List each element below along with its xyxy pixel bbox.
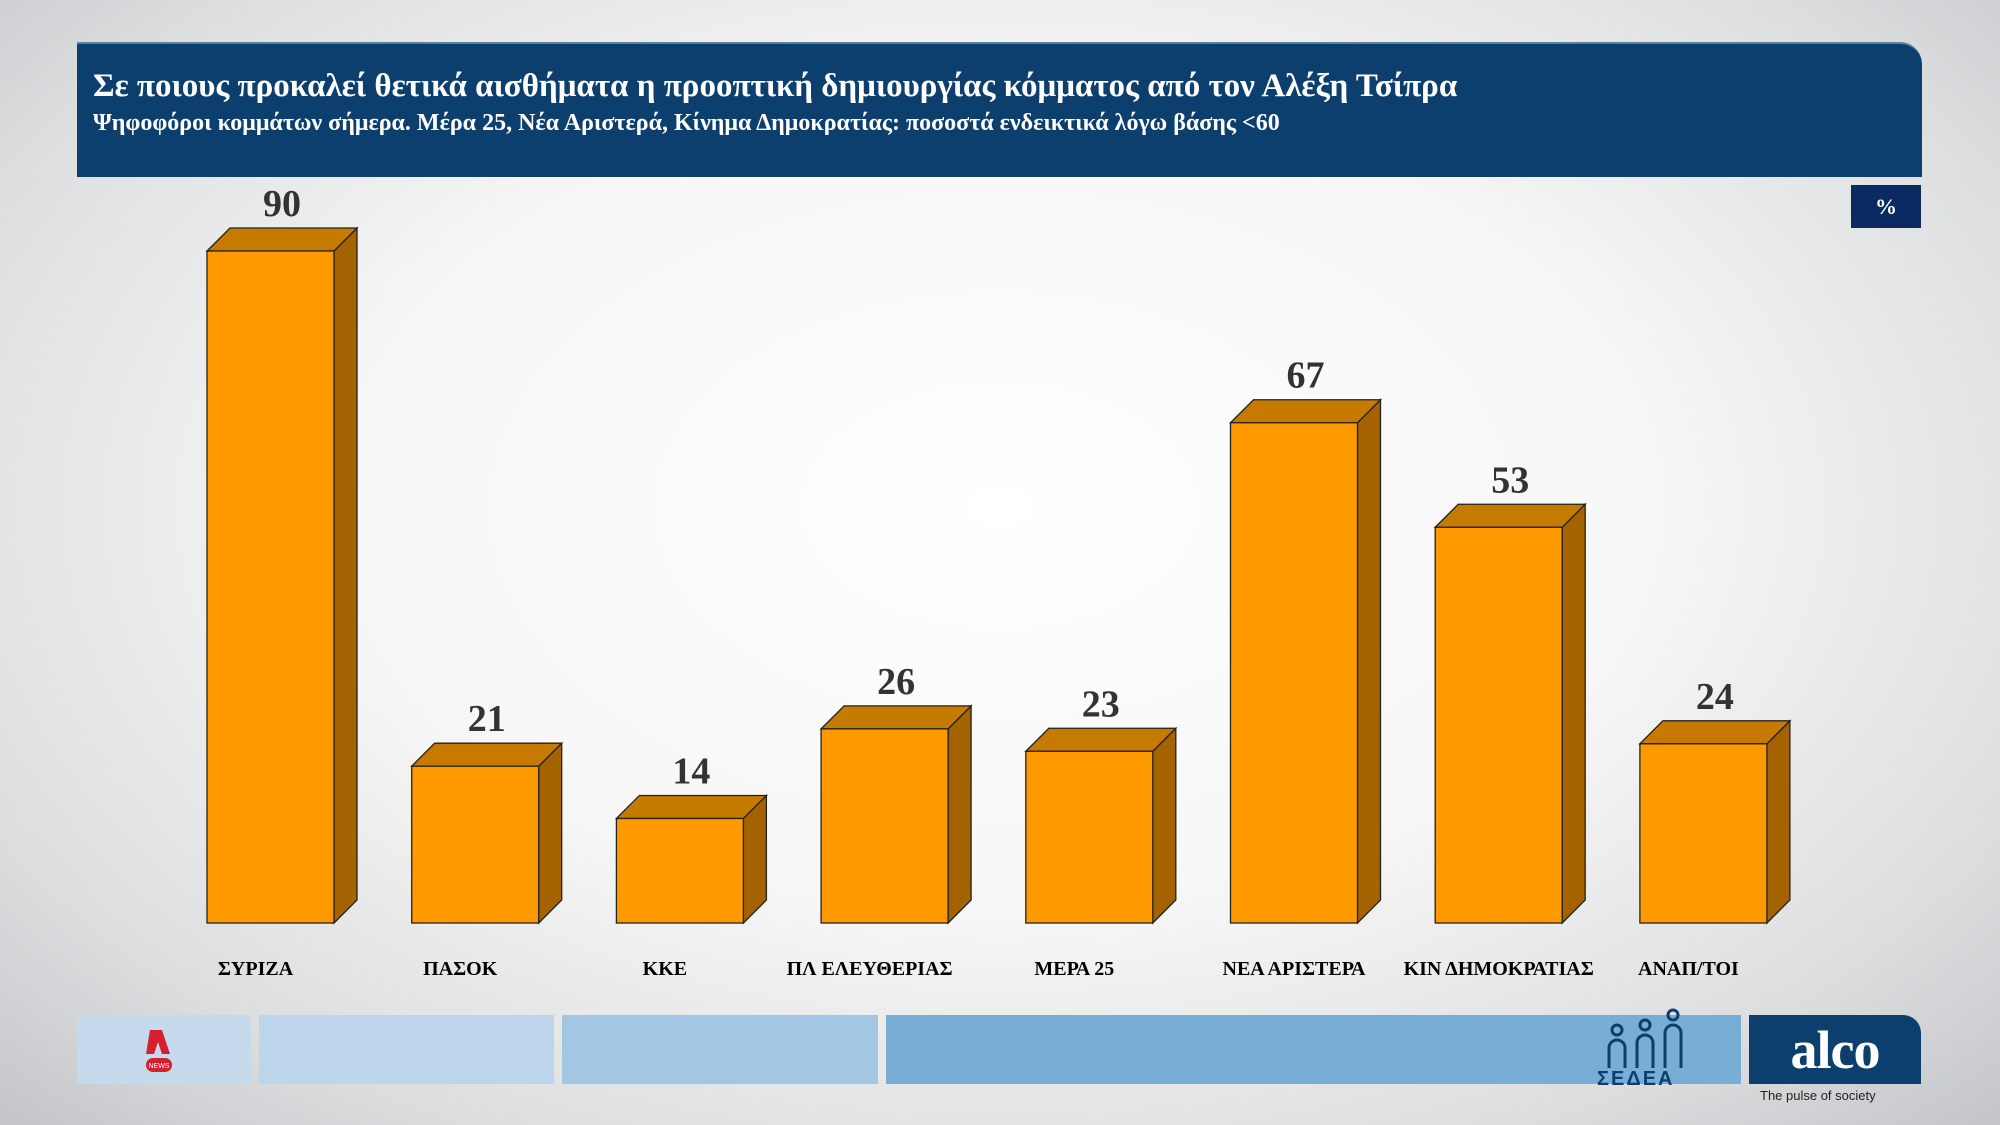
bar-top (1228, 399, 1383, 424)
bar-5 (1229, 422, 1359, 924)
chart-header: Σε ποιους προκαλεί θετικά αισθήματα η πρ… (77, 42, 1922, 177)
category-label: ΠΑΣΟΚ (423, 958, 498, 980)
bar-top (819, 705, 973, 730)
bar-side (947, 704, 972, 925)
data-label: 21 (468, 698, 506, 740)
bar-side (333, 226, 358, 925)
category-label: ΑΝΑΠ/ΤΟΙ (1638, 958, 1739, 980)
alpha-news-logo-icon: NEWS (146, 1030, 172, 1072)
bar-top (410, 742, 564, 767)
category-label: ΣΥΡΙΖΑ (218, 958, 294, 980)
data-label: 23 (1082, 683, 1120, 725)
data-label: 26 (877, 661, 915, 703)
bar-4 (1025, 750, 1154, 924)
alco-tagline: The pulse of society (1760, 1088, 1876, 1103)
chart-subtitle: Ψηφοφόροι κομμάτων σήμερα. Μέρα 25, Νέα … (93, 110, 1280, 136)
category-label: ΜΕΡΑ 25 (1034, 958, 1114, 980)
bar-top (614, 794, 768, 820)
bar-side (1561, 502, 1586, 925)
bar-side (1766, 719, 1791, 925)
bar-0 (206, 250, 335, 924)
bar-7 (1639, 743, 1768, 924)
category-label: ΝΕΑ ΑΡΙΣΤΕΡΑ (1223, 958, 1366, 980)
sedea-label: ΣΕΔΕΑ (1597, 1068, 1675, 1090)
bar-3 (820, 728, 949, 924)
bar-top (1024, 727, 1178, 752)
data-label: 90 (263, 183, 301, 225)
data-label: 53 (1491, 459, 1529, 501)
footer-band-3 (562, 1015, 878, 1084)
sedea-logo-icon (1607, 1008, 1683, 1068)
bar-chart: 90 ΣΥΡΙΖΑ 21 ΠΑΣΟΚ 14 ΚΚΕ 26 ΠΛ ΕΛΕΥΘΕΡΙΑΣ 23 ΜΕΡ… (205, 183, 1792, 980)
bar-top (1433, 503, 1587, 528)
bar-1 (411, 765, 540, 924)
svg-text:NEWS: NEWS (149, 1063, 170, 1070)
unit-badge: % (1851, 185, 1921, 228)
bar-side (1152, 726, 1177, 925)
chart-title: Σε ποιους προκαλεί θετικά αισθήματα η πρ… (93, 68, 1458, 104)
data-label: 24 (1696, 676, 1734, 718)
data-label: 67 (1287, 355, 1325, 397)
bar-side (1356, 398, 1382, 925)
data-label: 14 (672, 750, 710, 792)
category-label: ΚΙΝ ΔΗΜΟΚΡΑΤΙΑΣ (1404, 958, 1594, 980)
alco-logo: alco (1749, 1015, 1921, 1084)
category-label: ΠΛ ΕΛΕΥΘΕΡΙΑΣ (787, 958, 953, 980)
footer-band-4 (886, 1015, 1741, 1084)
bar-top (205, 227, 359, 252)
footer-band-2 (259, 1015, 554, 1084)
bar-2 (615, 817, 745, 924)
bar-side (538, 741, 563, 925)
category-label: ΚΚΕ (643, 958, 687, 980)
bar-top (1638, 720, 1792, 745)
bar-6 (1434, 526, 1563, 924)
